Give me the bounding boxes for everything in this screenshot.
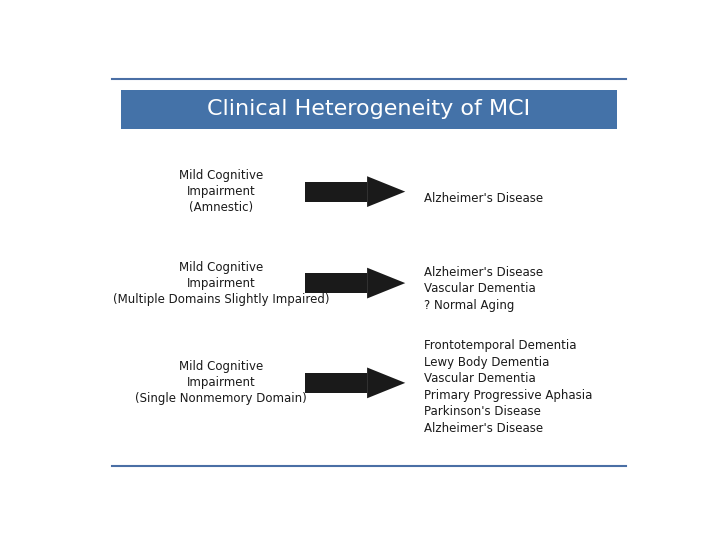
FancyBboxPatch shape: [305, 181, 367, 201]
Text: Mild Cognitive
Impairment
(Multiple Domains Slightly Impaired): Mild Cognitive Impairment (Multiple Doma…: [113, 261, 329, 306]
Text: Clinical Heterogeneity of MCI: Clinical Heterogeneity of MCI: [207, 99, 531, 119]
Text: Alzheimer's Disease: Alzheimer's Disease: [423, 192, 543, 205]
Text: Mild Cognitive
Impairment
(Amnestic): Mild Cognitive Impairment (Amnestic): [179, 169, 264, 214]
Text: Alzheimer's Disease
Vascular Dementia
? Normal Aging: Alzheimer's Disease Vascular Dementia ? …: [423, 266, 543, 312]
FancyBboxPatch shape: [305, 273, 367, 293]
Text: Mild Cognitive
Impairment
(Single Nonmemory Domain): Mild Cognitive Impairment (Single Nonmem…: [135, 360, 307, 406]
FancyBboxPatch shape: [121, 90, 617, 129]
Text: Frontotemporal Dementia
Lewy Body Dementia
Vascular Dementia
Primary Progressive: Frontotemporal Dementia Lewy Body Dement…: [423, 339, 592, 435]
Polygon shape: [367, 268, 405, 299]
Polygon shape: [367, 176, 405, 207]
Polygon shape: [367, 368, 405, 399]
FancyBboxPatch shape: [305, 373, 367, 393]
